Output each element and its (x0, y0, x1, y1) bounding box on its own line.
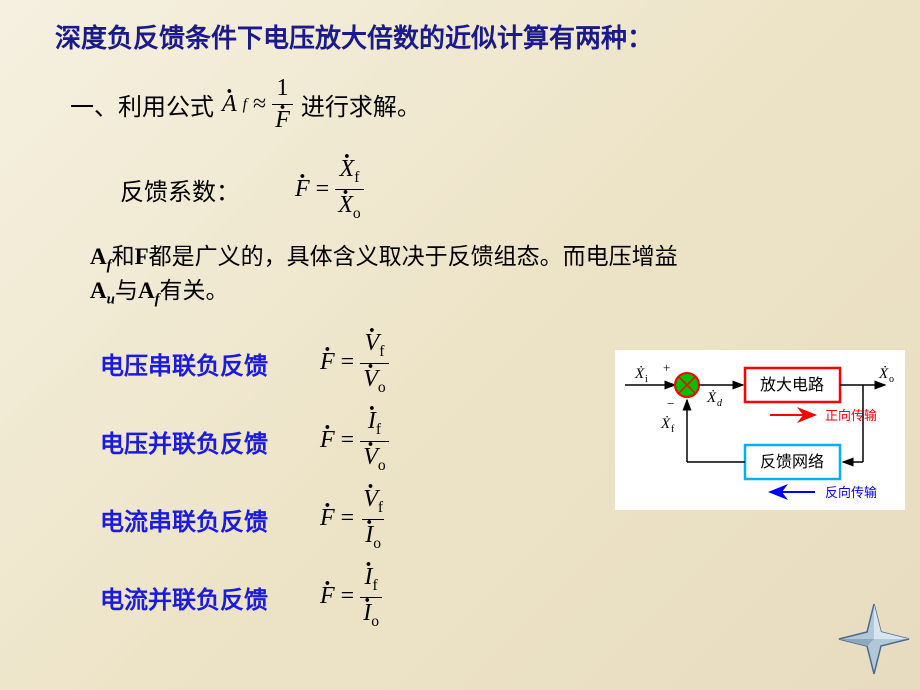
feedback-formula: F = If Vo (320, 408, 389, 475)
svg-text:f: f (671, 424, 675, 435)
feedback-row: 电流并联负反馈 F = If Io (100, 558, 920, 636)
formula-f-equals: F = Xf Xo (295, 156, 364, 223)
section-one-prefix: 一、利用公式 (70, 87, 214, 122)
var-au-sub: u (107, 292, 115, 308)
var-au-a: A (90, 278, 107, 303)
var-af2-a: A (138, 278, 155, 303)
svg-text:正向传输: 正向传输 (825, 408, 877, 423)
var-f: F (135, 244, 149, 269)
section-one: 一、利用公式 Af ≈ 1 F 进行求解。 (0, 55, 920, 134)
svg-text:Ẋ: Ẋ (706, 390, 717, 406)
svg-text:d: d (717, 398, 723, 409)
star-icon (837, 602, 912, 682)
formula-af-approx: Af ≈ 1 F (222, 75, 293, 134)
explain-p2: 和 (112, 244, 135, 269)
feedback-label: 电压串联负反馈 (100, 346, 320, 381)
explain-p6: 与 (115, 278, 138, 303)
section-one-suffix: 进行求解。 (301, 87, 421, 122)
svg-text:+: + (663, 360, 670, 375)
feedback-formula: F = Vf Io (320, 486, 386, 553)
feedback-label: 电压并联负反馈 (100, 424, 320, 459)
block-diagram: Ẋ i + Ẋ d 放大电路 Ẋ o 正向传输 反馈网络 − Ẋ f 反向传 (615, 350, 905, 510)
svg-text:Ẋ: Ẋ (634, 366, 645, 382)
svg-text:o: o (889, 374, 894, 385)
svg-text:放大电路: 放大电路 (760, 376, 824, 394)
var-af-a: A (90, 244, 107, 269)
svg-text:i: i (645, 374, 648, 385)
svg-text:Ẋ: Ẋ (660, 416, 671, 432)
feedback-coefficient: 反馈系数： F = Xf Xo (0, 134, 920, 223)
svg-text:反馈网络: 反馈网络 (760, 452, 824, 471)
feedback-coef-label: 反馈系数： (120, 172, 240, 207)
feedback-label: 电流串联负反馈 (100, 502, 320, 537)
feedback-label: 电流并联负反馈 (100, 580, 320, 615)
svg-text:−: − (667, 396, 674, 411)
svg-text:反向传输: 反向传输 (825, 485, 877, 500)
explanation-text: Af和F都是广义的，具体含义取决于反馈组态。而电压增益 Au与Af有关。 (0, 223, 920, 311)
feedback-formula: F = Vf Vo (320, 330, 389, 397)
page-title: 深度负反馈条件下电压放大倍数的近似计算有两种： (0, 0, 920, 55)
svg-text:Ẋ: Ẋ (878, 366, 889, 382)
explain-p4: 都是广义的，具体含义取决于反馈组态。而电压增益 (149, 244, 678, 269)
feedback-formula: F = If Io (320, 564, 382, 631)
explain-p8: 有关。 (160, 278, 229, 303)
